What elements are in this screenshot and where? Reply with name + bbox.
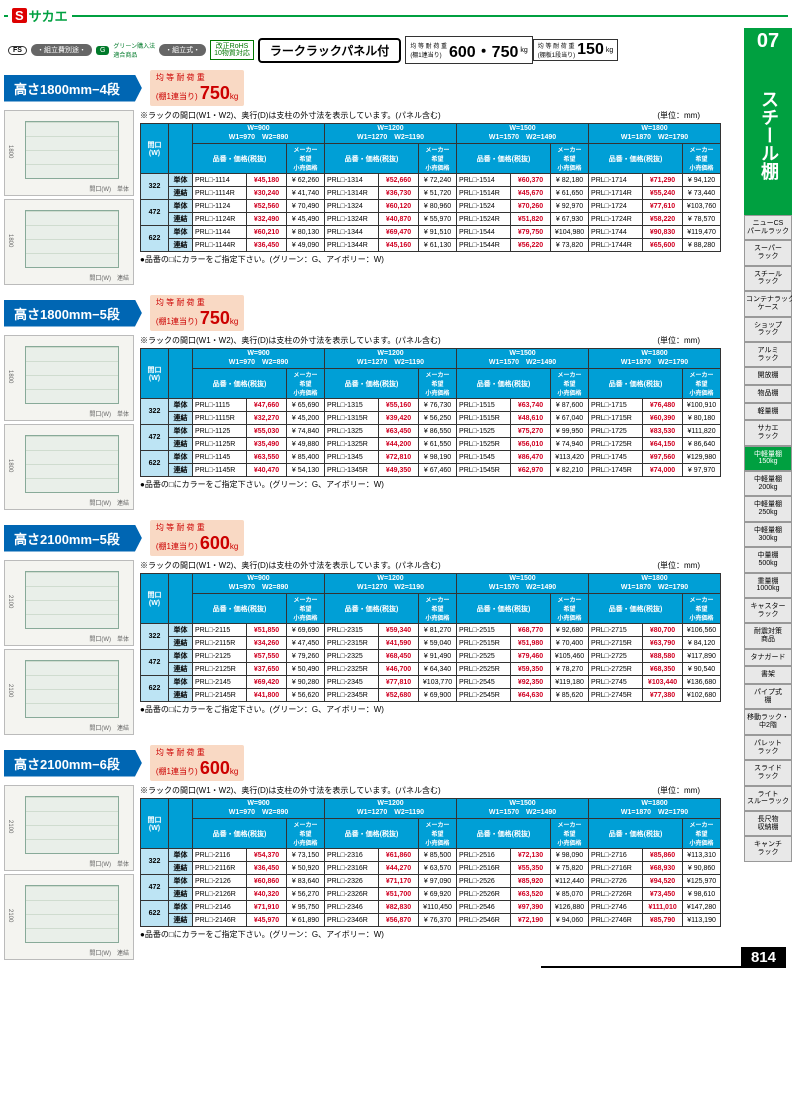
badge-row: FS ・組立費別途・ G グリーン購入法 適合商品 ・組立式・ 改正RoHS 1… <box>8 36 788 64</box>
rack-diagram: 1800 <box>4 110 134 196</box>
sidebar-tab[interactable]: ライト スルーラック <box>744 786 792 811</box>
spec-section: 高さ1800mm−4段 均 等 耐 荷 重(棚1連当り) 750kg 18001… <box>4 70 734 285</box>
fs-badge: FS <box>8 46 27 55</box>
rohs-badge: 改正RoHS 10物質対応 <box>210 40 254 60</box>
table-footnote: ●品番の□にカラーをご指定下さい。(グリーン：G、アイボリー：W) <box>140 254 700 265</box>
section-title: 高さ2100mm−5段 <box>4 525 142 552</box>
rack-diagrams: 18001800 <box>4 110 134 285</box>
assembly-type-badge: ・組立式・ <box>159 44 206 56</box>
sidebar-tab[interactable]: タナガード <box>744 649 792 667</box>
sidebar-tab[interactable]: 中量棚 500kg <box>744 547 792 572</box>
sidebar-tab[interactable]: 書架 <box>744 666 792 684</box>
green-text: グリーン購入法 適合商品 <box>113 41 155 59</box>
section-title: 高さ1800mm−5段 <box>4 300 142 327</box>
rack-diagram: 1800 <box>4 335 134 421</box>
sidebar-tab[interactable]: キャスター ラック <box>744 598 792 623</box>
rack-diagrams: 18001800 <box>4 335 134 510</box>
sidebar-tab[interactable]: 中軽量棚 250kg <box>744 496 792 521</box>
load-capacity-box: 均 等 耐 荷 重 (棚板1段当り)150kg <box>533 39 618 61</box>
spec-table: 間口 (W) W=900 W1=970 W2=890W=1200 W1=1270… <box>140 573 721 702</box>
assembly-fee-badge: ・組立費別途・ <box>31 44 92 56</box>
rack-diagrams: 21002100 <box>4 785 134 960</box>
sidebar-tab[interactable]: スライド ラック <box>744 760 792 785</box>
category-name: スチール棚 <box>744 55 792 215</box>
spec-table: 間口 (W) W=900 W1=970 W2=890W=1200 W1=1270… <box>140 798 721 927</box>
load-badge: 均 等 耐 荷 重(棚1連当り) 600kg <box>150 745 245 781</box>
rack-diagram: 2100 <box>4 649 134 735</box>
rack-diagram: 2100 <box>4 560 134 646</box>
rack-diagram: 1800 <box>4 199 134 285</box>
section-title: 高さ2100mm−6段 <box>4 750 142 777</box>
sidebar-tab[interactable]: ショップ ラック <box>744 317 792 342</box>
load-badge: 均 等 耐 荷 重(棚1連当り) 750kg <box>150 295 245 331</box>
sidebar-tab[interactable]: パイプ式 棚 <box>744 684 792 709</box>
table-note: ※ラックの間口(W1・W2)、奥行(D)は支柱の外寸法を表示しています。(パネル… <box>140 110 700 121</box>
logo-mark: S <box>12 8 27 23</box>
sidebar-tab[interactable]: 耐震対策 商品 <box>744 623 792 648</box>
spec-table: 間口 (W) W=900 W1=970 W2=890W=1200 W1=1270… <box>140 348 721 477</box>
table-note: ※ラックの間口(W1・W2)、奥行(D)は支柱の外寸法を表示しています。(パネル… <box>140 785 700 796</box>
spec-section: 高さ2100mm−6段 均 等 耐 荷 重(棚1連当り) 600kg 21002… <box>4 745 734 960</box>
table-note: ※ラックの間口(W1・W2)、奥行(D)は支柱の外寸法を表示しています。(パネル… <box>140 335 700 346</box>
rack-diagram: 2100 <box>4 874 134 960</box>
load-badge: 均 等 耐 荷 重(棚1連当り) 750kg <box>150 70 245 106</box>
spec-section: 高さ1800mm−5段 均 等 耐 荷 重(棚1連当り) 750kg 18001… <box>4 295 734 510</box>
sidebar-tab[interactable]: 開放棚 <box>744 367 792 385</box>
rack-diagram: 2100 <box>4 785 134 871</box>
logo-text: サカエ <box>29 6 68 25</box>
rack-diagrams: 21002100 <box>4 560 134 735</box>
table-footnote: ●品番の□にカラーをご指定下さい。(グリーン：G、アイボリー：W) <box>140 929 700 940</box>
load-badge: 均 等 耐 荷 重(棚1連当り) 600kg <box>150 520 245 556</box>
product-title: ラークラックパネル付 <box>258 38 401 63</box>
sidebar-tab[interactable]: 中軽量棚 300kg <box>744 522 792 547</box>
table-footnote: ●品番の□にカラーをご指定下さい。(グリーン：G、アイボリー：W) <box>140 704 700 715</box>
table-footnote: ●品番の□にカラーをご指定下さい。(グリーン：G、アイボリー：W) <box>140 479 700 490</box>
sidebar-tab[interactable]: 重量棚 1000kg <box>744 573 792 598</box>
green-badge: G <box>96 46 109 55</box>
sidebar-tab[interactable]: 物品棚 <box>744 385 792 403</box>
brand-logo: S サカエ <box>8 6 72 25</box>
spec-section: 高さ2100mm−5段 均 等 耐 荷 重(棚1連当り) 600kg 21002… <box>4 520 734 735</box>
sidebar-tab[interactable]: 軽量棚 <box>744 403 792 421</box>
sidebar-tab[interactable]: スーパー ラック <box>744 240 792 265</box>
rack-diagram: 1800 <box>4 424 134 510</box>
header-bar: S サカエ <box>4 4 788 28</box>
sidebar-tab[interactable]: 長尺物 収納棚 <box>744 811 792 836</box>
sidebar-tab[interactable]: キャンチ ラック <box>744 836 792 861</box>
section-title: 高さ1800mm−4段 <box>4 75 142 102</box>
sidebar-tab[interactable]: スチール ラック <box>744 266 792 291</box>
sidebar-tab[interactable]: コンテナラック ケース <box>744 291 792 316</box>
sidebar-tab[interactable]: 中軽量棚 150kg <box>744 446 792 471</box>
category-number: 07 <box>744 28 792 55</box>
sidebar-tab[interactable]: アルミ ラック <box>744 342 792 367</box>
table-note: ※ラックの間口(W1・W2)、奥行(D)は支柱の外寸法を表示しています。(パネル… <box>140 560 700 571</box>
category-sidebar: 07 スチール棚 ニューCS パールラックスーパー ラックスチール ラックコンテ… <box>744 28 792 862</box>
sidebar-tab[interactable]: サカエ ラック <box>744 420 792 445</box>
sidebar-tab[interactable]: ニューCS パールラック <box>744 215 792 240</box>
sidebar-tab[interactable]: 移動ラック・ 中2階 <box>744 709 792 734</box>
load-capacity-box: 均 等 耐 荷 重 (棚1連当り)600・750kg <box>405 36 532 64</box>
sidebar-tab[interactable]: パレット ラック <box>744 735 792 760</box>
page-number: 814 <box>741 947 786 968</box>
sidebar-tab[interactable]: 中軽量棚 200kg <box>744 471 792 496</box>
spec-table: 間口 (W) W=900 W1=970 W2=890W=1200 W1=1270… <box>140 123 721 252</box>
